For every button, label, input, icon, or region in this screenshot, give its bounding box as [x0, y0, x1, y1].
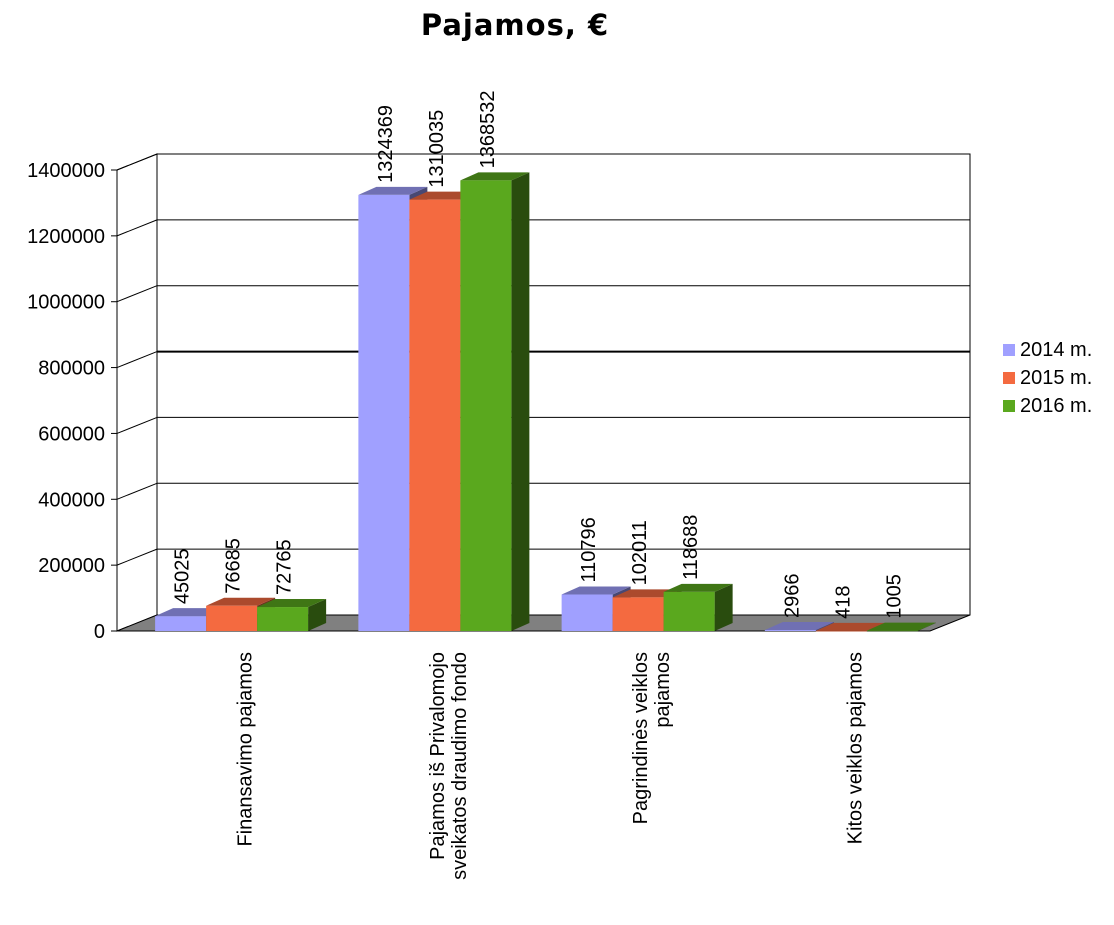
data-label: 102011	[629, 520, 651, 585]
data-label: 118688	[680, 515, 702, 580]
bar-side	[815, 622, 834, 631]
gridline-side	[116, 153, 158, 171]
bar-top	[663, 583, 733, 592]
bar-side	[511, 172, 530, 631]
data-label: 1368532	[477, 90, 499, 168]
y-tick-label: 1200000	[27, 226, 105, 248]
bar	[866, 630, 918, 632]
x-tick-label: sveikatos draudimo fondo	[449, 652, 471, 880]
bar	[764, 630, 816, 631]
bar	[815, 630, 867, 632]
bar-side	[714, 583, 733, 631]
legend-swatch	[1003, 344, 1015, 356]
gridline-side	[116, 351, 158, 369]
legend-label: 2014 m.	[1020, 338, 1093, 361]
y-tick-label: 0	[94, 621, 105, 643]
x-tick-label: Pagrindinės veiklos	[630, 652, 652, 824]
side-wall	[116, 153, 158, 632]
data-label: 110796	[578, 517, 600, 582]
bar	[358, 194, 410, 631]
legend-item: 2014 m.	[1003, 336, 1092, 364]
bar	[561, 594, 613, 631]
data-label: 1005	[883, 574, 905, 619]
legend: 2014 m. 2015 m. 2016 m.	[1003, 336, 1092, 420]
bar-top	[815, 622, 885, 631]
legend-swatch	[1003, 372, 1015, 384]
y-tick-label: 600000	[38, 423, 105, 445]
bar-top	[561, 586, 631, 595]
bar	[612, 597, 664, 631]
gridline-side	[116, 416, 158, 434]
bar-top	[866, 622, 936, 631]
legend-label: 2016 m.	[1020, 394, 1093, 417]
legend-item: 2015 m.	[1003, 364, 1092, 392]
bar	[155, 616, 207, 631]
gridline-side	[116, 285, 158, 303]
gridline-side	[116, 548, 158, 566]
data-label: 418	[832, 585, 854, 618]
x-tick-label: Finansavimo pajamos	[235, 652, 257, 847]
y-tick-label: 1400000	[27, 160, 105, 182]
bar	[460, 180, 512, 631]
bar-top	[358, 186, 428, 195]
y-tick-label: 800000	[38, 358, 105, 380]
y-tick-label: 200000	[38, 555, 105, 577]
bar-top	[764, 622, 834, 631]
data-label: 72765	[274, 539, 296, 595]
gridline-side	[116, 482, 158, 500]
bar-top	[460, 172, 530, 181]
data-label: 76685	[223, 538, 245, 594]
x-tick-label: Pajamos iš Privalomojo	[427, 652, 449, 860]
x-tick-label: Kitos veiklos pajamos	[844, 652, 866, 844]
bar	[409, 199, 461, 631]
gridline-side	[116, 219, 158, 237]
legend-item: 2016 m.	[1003, 392, 1092, 420]
y-tick-label: 400000	[38, 489, 105, 511]
legend-label: 2015 m.	[1020, 366, 1093, 389]
legend-swatch	[1003, 400, 1015, 412]
x-tick-label: pajamos	[652, 652, 674, 728]
bar	[206, 605, 258, 631]
data-label: 1310035	[426, 110, 448, 188]
bar-side	[917, 622, 936, 631]
bar-top	[206, 597, 276, 606]
data-label: 1324369	[375, 105, 397, 183]
bar-top	[257, 599, 327, 608]
bar-side	[308, 599, 327, 631]
chart-title: Pajamos, €	[420, 8, 610, 42]
bar	[663, 591, 715, 631]
data-label: 2966	[781, 574, 803, 619]
data-label: 45025	[172, 549, 194, 605]
bar	[257, 607, 309, 631]
y-tick-label: 1000000	[27, 292, 105, 314]
